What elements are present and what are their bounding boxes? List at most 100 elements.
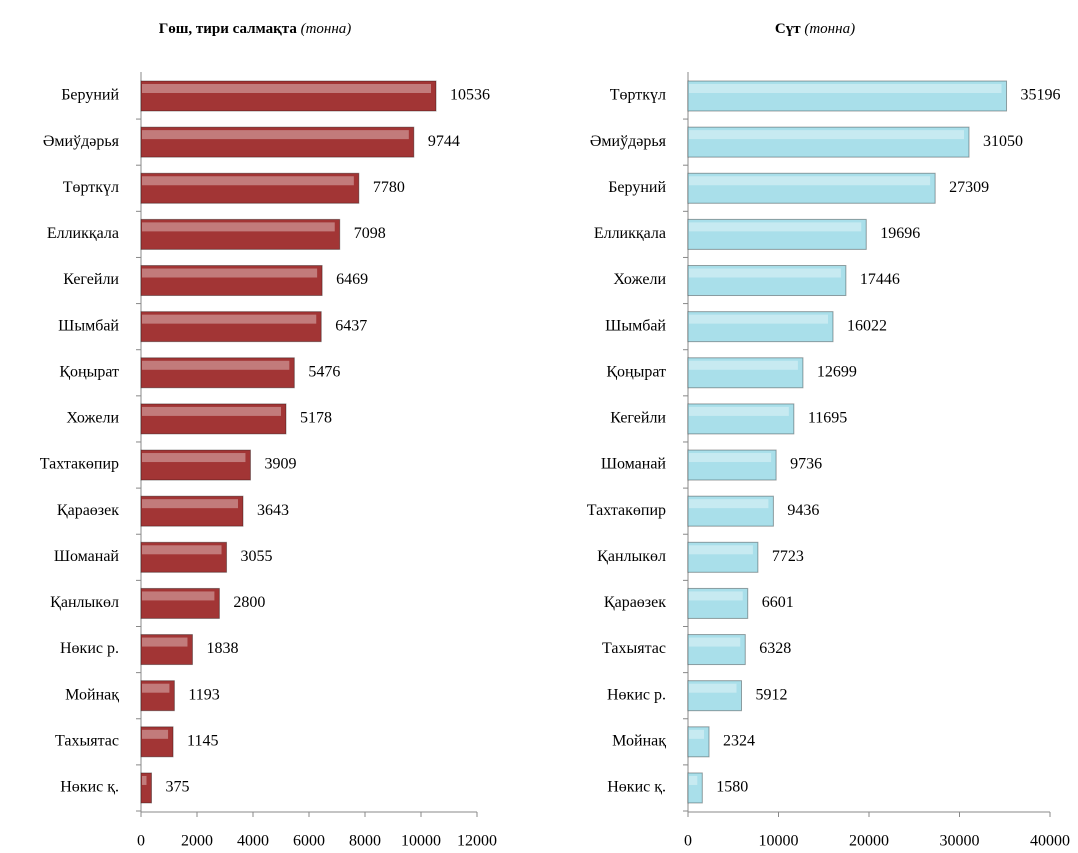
bar xyxy=(140,311,322,343)
y-tick-label: Нөкис р. xyxy=(60,640,119,657)
value-label: 1580 xyxy=(716,779,748,796)
x-tick-label: 40000 xyxy=(1030,833,1070,850)
value-label: 7780 xyxy=(373,179,405,196)
value-label: 10536 xyxy=(450,87,490,104)
y-tick-label: Тахтакөпир xyxy=(40,456,119,473)
y-tick-label: Мойнақ xyxy=(612,732,666,749)
title-main: Сүт xyxy=(775,21,801,37)
y-tick-label: Әмиўдәрья xyxy=(590,133,667,150)
bar xyxy=(140,172,360,204)
x-tick-label: 20000 xyxy=(849,833,889,850)
bar-highlight xyxy=(689,268,841,278)
bar-highlight xyxy=(689,176,931,186)
value-label: 9736 xyxy=(790,456,822,473)
value-label: 19696 xyxy=(880,225,920,242)
bar-highlight xyxy=(689,499,769,509)
bar-highlight xyxy=(689,729,705,739)
y-tick-label: Нөкис қ. xyxy=(607,779,666,796)
bar xyxy=(687,495,774,527)
bar-highlight xyxy=(142,545,222,555)
y-tick-label: Хожели xyxy=(66,410,119,427)
bar xyxy=(687,680,743,712)
bar xyxy=(687,726,710,758)
value-label: 7098 xyxy=(354,225,386,242)
bar-highlight xyxy=(689,360,798,370)
bar xyxy=(687,265,847,297)
value-label: 375 xyxy=(166,779,190,796)
bar-highlight xyxy=(689,637,741,647)
value-label: 9436 xyxy=(787,502,819,519)
y-tick-label: Қоңырат xyxy=(606,363,666,380)
bar-highlight xyxy=(142,130,409,140)
bar xyxy=(140,587,220,619)
value-label: 7723 xyxy=(772,548,804,565)
bar xyxy=(687,449,777,481)
y-tick-label: Қараөзек xyxy=(604,594,666,611)
value-label: 9744 xyxy=(428,133,460,150)
bar-highlight xyxy=(689,591,743,601)
value-label: 6601 xyxy=(762,594,794,611)
value-label: 16022 xyxy=(847,317,887,334)
x-tick-label: 10000 xyxy=(401,833,441,850)
value-label: 1193 xyxy=(188,686,219,703)
y-tick-label: Әмиўдәрья xyxy=(43,133,120,150)
bar-highlight xyxy=(142,360,290,370)
bar-highlight xyxy=(142,729,169,739)
y-tick-label: Тахтакөпир xyxy=(587,502,666,519)
y-tick-label: Беруний xyxy=(608,179,666,196)
x-tick-label: 0 xyxy=(684,833,692,850)
y-tick-label: Төрткүл xyxy=(63,179,119,196)
y-tick-label: Қанлыкөл xyxy=(50,594,119,611)
bar xyxy=(140,126,415,158)
bar-highlight xyxy=(689,130,965,140)
bar-highlight xyxy=(689,545,753,555)
bar-highlight xyxy=(142,453,246,463)
bar xyxy=(687,403,795,435)
value-label: 6437 xyxy=(335,317,367,334)
x-tick-label: 12000 xyxy=(457,833,497,850)
value-label: 11695 xyxy=(808,410,847,427)
bar-highlight xyxy=(142,591,215,601)
bar xyxy=(140,449,251,481)
value-label: 1838 xyxy=(206,640,238,657)
value-label: 6469 xyxy=(336,271,368,288)
bar-highlight xyxy=(689,775,698,785)
bar xyxy=(687,357,804,389)
value-label: 35196 xyxy=(1021,87,1061,104)
bar xyxy=(687,80,1008,112)
y-tick-label: Қоңырат xyxy=(59,363,119,380)
y-tick-label: Нөкис қ. xyxy=(60,779,119,796)
bar-highlight xyxy=(142,84,432,93)
bar-highlight xyxy=(142,683,170,693)
bar xyxy=(140,726,174,758)
value-label: 17446 xyxy=(860,271,900,288)
x-tick-label: 30000 xyxy=(940,833,980,850)
bar xyxy=(140,772,152,804)
y-tick-label: Төрткүл xyxy=(610,87,666,104)
bar-highlight xyxy=(142,268,318,278)
bar xyxy=(140,265,323,297)
bar xyxy=(687,311,834,343)
y-tick-label: Мойнақ xyxy=(65,686,119,703)
chart-title: Гөш, тири салмақта (тонна) xyxy=(159,21,352,37)
value-label: 5476 xyxy=(308,363,340,380)
bar-highlight xyxy=(689,84,1002,93)
value-label: 2800 xyxy=(233,594,265,611)
bar-highlight xyxy=(142,176,354,186)
bar xyxy=(140,80,437,112)
bar xyxy=(140,541,228,573)
y-tick-label: Беруний xyxy=(61,87,119,104)
y-tick-label: Нөкис р. xyxy=(607,686,666,703)
y-tick-label: Кегейли xyxy=(63,271,119,288)
title-unit: (тонна) xyxy=(301,21,352,37)
x-tick-label: 4000 xyxy=(237,833,269,850)
chart-title: Сүт (тонна) xyxy=(775,21,855,37)
title-main: Гөш, тири салмақта xyxy=(159,21,298,37)
bar xyxy=(140,680,175,712)
bar xyxy=(140,357,295,389)
bar xyxy=(687,634,746,666)
bar xyxy=(140,495,244,527)
bar xyxy=(687,218,867,250)
bar-highlight xyxy=(142,775,147,785)
value-label: 3909 xyxy=(264,456,296,473)
